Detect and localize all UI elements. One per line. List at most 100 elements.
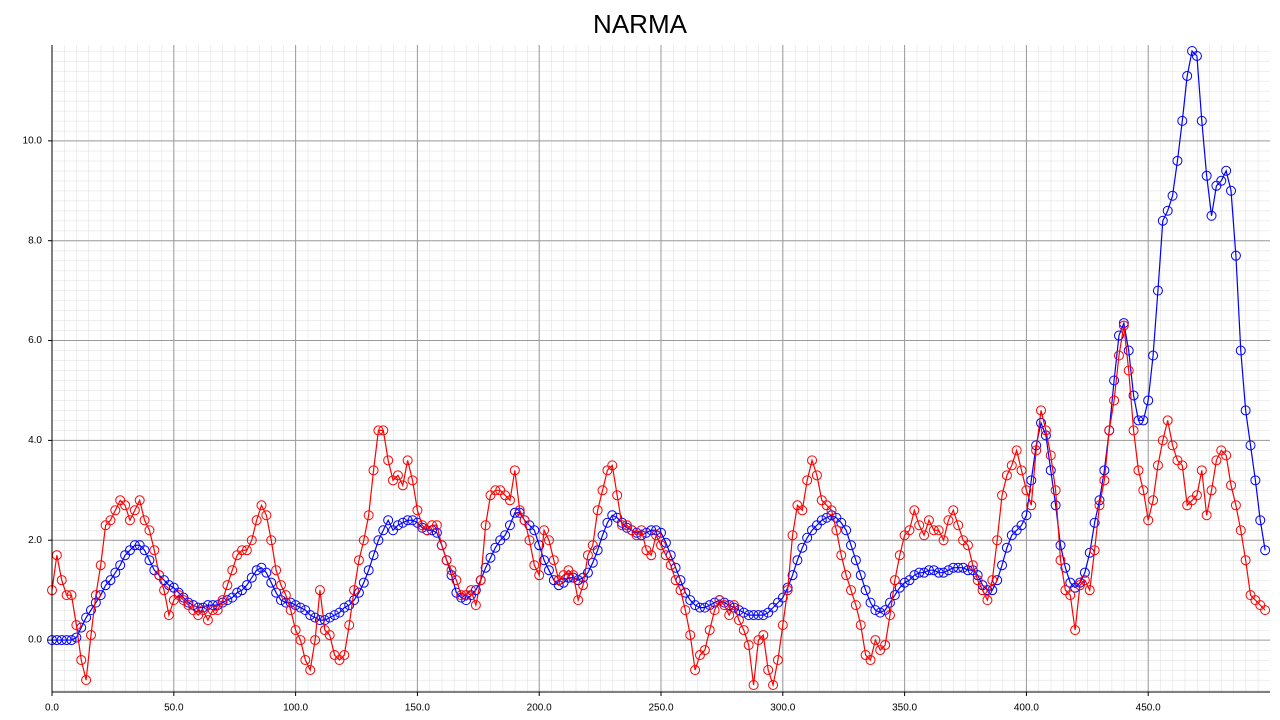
data-point	[578, 580, 589, 591]
plot	[47, 45, 1271, 691]
data-point	[475, 575, 486, 586]
data-point	[1084, 585, 1095, 596]
x-tick-label: 0.0	[45, 703, 59, 714]
data-point	[271, 565, 282, 576]
data-point	[1191, 490, 1202, 501]
y-tick-label: 10.0	[23, 135, 43, 146]
data-point	[373, 425, 384, 436]
data-point	[909, 505, 920, 516]
data-point	[1138, 485, 1149, 496]
data-point	[290, 625, 301, 636]
data-point	[1021, 510, 1032, 521]
data-point	[597, 485, 608, 496]
data-point	[353, 587, 364, 598]
data-point	[212, 605, 223, 616]
data-point	[275, 580, 286, 591]
data-point	[899, 577, 910, 588]
data-point	[1177, 460, 1188, 471]
data-point	[514, 505, 525, 516]
data-point	[314, 615, 325, 626]
data-point	[193, 602, 204, 613]
data-point	[329, 610, 340, 621]
data-point	[1050, 485, 1061, 496]
x-tick-label: 100.0	[283, 703, 308, 714]
data-point	[349, 585, 360, 596]
data-point	[392, 520, 403, 531]
data-point	[490, 485, 501, 496]
data-point	[1040, 425, 1051, 436]
data-point	[1065, 590, 1076, 601]
data-point	[543, 535, 554, 546]
data-point	[339, 650, 350, 661]
data-point	[724, 610, 735, 621]
data-point	[504, 520, 515, 531]
data-point	[748, 610, 759, 621]
data-point	[402, 515, 413, 526]
data-point	[953, 562, 964, 573]
data-point	[1016, 465, 1027, 476]
data-point	[500, 530, 511, 541]
data-point	[582, 567, 593, 578]
data-point	[748, 680, 759, 691]
data-point	[383, 455, 394, 466]
data-point	[782, 585, 793, 596]
data-point	[709, 605, 720, 616]
data-point	[1138, 415, 1149, 426]
x-tick-label: 450.0	[1136, 703, 1161, 714]
data-point	[1260, 605, 1271, 616]
x-tick-label: 250.0	[648, 703, 673, 714]
data-point	[977, 585, 988, 596]
data-point	[1070, 625, 1081, 636]
data-point	[183, 597, 194, 608]
data-point	[144, 555, 155, 566]
data-point	[407, 515, 418, 526]
data-point	[1133, 465, 1144, 476]
data-point	[841, 525, 852, 536]
data-point	[368, 465, 379, 476]
data-point	[1006, 460, 1017, 471]
data-point	[855, 570, 866, 581]
chart-title: NARMA	[593, 9, 688, 39]
data-point	[987, 585, 998, 596]
data-point	[237, 545, 248, 556]
data-point	[1148, 350, 1159, 361]
data-point	[582, 550, 593, 561]
data-point	[441, 555, 452, 566]
data-point	[251, 515, 262, 526]
data-point	[159, 585, 170, 596]
data-point	[997, 560, 1008, 571]
data-point	[1162, 415, 1173, 426]
data-point	[1206, 210, 1217, 221]
data-point	[1152, 460, 1163, 471]
data-point	[602, 517, 613, 528]
data-point	[66, 590, 77, 601]
y-tick-label: 0.0	[28, 635, 42, 646]
data-point	[1230, 250, 1241, 261]
data-point	[1079, 567, 1090, 578]
data-point	[163, 610, 174, 621]
data-point	[256, 500, 267, 511]
data-point	[1060, 562, 1071, 573]
data-point	[670, 575, 681, 586]
data-point	[1216, 175, 1227, 186]
data-point	[120, 500, 131, 511]
data-point	[743, 610, 754, 621]
data-point	[953, 520, 964, 531]
data-point	[612, 490, 623, 501]
data-point	[651, 530, 662, 541]
data-point	[1255, 515, 1266, 526]
data-point	[836, 517, 847, 528]
data-point	[314, 585, 325, 596]
data-point	[1055, 540, 1066, 551]
data-point	[490, 542, 501, 553]
data-point	[529, 560, 540, 571]
data-point	[597, 530, 608, 541]
data-point	[1045, 465, 1056, 476]
data-point	[407, 475, 418, 486]
data-point	[246, 535, 257, 546]
data-point	[129, 505, 140, 516]
data-point	[846, 540, 857, 551]
data-point	[617, 520, 628, 531]
data-point	[1206, 485, 1217, 496]
